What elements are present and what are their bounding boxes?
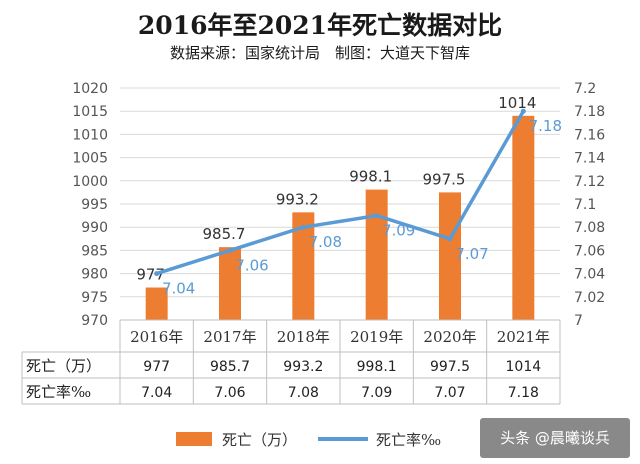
bar-value-label: 977 xyxy=(136,266,165,284)
right-axis-tick: 7.08 xyxy=(574,220,605,236)
bar-value-label: 993.2 xyxy=(276,190,319,208)
line-value-label: 7.18 xyxy=(529,117,562,135)
bar-series: 977 985.7 993.2 998.1 997.5 1014 xyxy=(136,94,536,320)
left-axis-tick: 1015 xyxy=(72,104,108,120)
table-cell: 998.1 xyxy=(357,359,397,375)
watermark: 头条 @晨曦谈兵 xyxy=(480,418,630,458)
line-point xyxy=(520,108,526,114)
bar xyxy=(439,192,461,320)
right-axis-tick: 7.18 xyxy=(574,104,605,120)
category-label: 2021年 xyxy=(497,328,550,346)
data-table: 2016年 2017年 2018年 2019年 2020年 2021年死亡（万） 977 98… xyxy=(21,319,561,405)
category-label: 2016年 xyxy=(130,328,183,346)
left-axis-tick: 980 xyxy=(81,267,108,283)
table-cell: 7.18 xyxy=(508,385,539,401)
line-point xyxy=(447,236,453,242)
line-value-label: 7.09 xyxy=(382,222,415,240)
left-axis-tick: 1000 xyxy=(72,174,108,190)
legend: 死亡（万） 死亡率‰ xyxy=(176,431,441,449)
line-value-label: 7.06 xyxy=(235,256,268,274)
line-series: 7.04 7.06 7.08 7.09 7.07 7.18 xyxy=(154,108,562,298)
table-cell: 985.7 xyxy=(210,359,250,375)
line-value-label: 7.04 xyxy=(162,280,195,298)
table-cell: 7.04 xyxy=(141,385,172,401)
bar xyxy=(145,287,168,320)
legend-line-label: 死亡率‰ xyxy=(376,431,441,449)
right-axis-tick: 7.12 xyxy=(574,174,605,190)
table-row-header: 死亡率‰ xyxy=(26,383,91,401)
line-point xyxy=(300,224,306,230)
line-point xyxy=(227,247,233,253)
line-value-label: 7.08 xyxy=(309,233,342,251)
line-point xyxy=(154,271,160,277)
table-cell: 993.2 xyxy=(283,359,323,375)
right-axis-ticks: 7 7.02 7.04 7.06 7.08 7.1 7.12 7.14 7.16 7.18 7.2 xyxy=(574,81,605,329)
bar-value-label: 998.1 xyxy=(349,168,392,186)
table-row-header: 死亡（万） xyxy=(26,357,101,375)
left-axis-tick: 1020 xyxy=(72,81,108,97)
table-cell: 7.08 xyxy=(288,385,319,401)
left-axis-ticks: 970 975 980 985 990 995 1000 1005 1010 1015 1020 xyxy=(72,81,108,329)
bar xyxy=(365,189,388,320)
left-axis-tick: 985 xyxy=(81,243,108,259)
left-axis-tick: 970 xyxy=(81,313,108,329)
category-label: 2020年 xyxy=(423,328,476,346)
right-axis-tick: 7.1 xyxy=(574,197,596,213)
line-path xyxy=(156,110,525,276)
bar xyxy=(512,115,535,320)
right-axis-tick: 7.2 xyxy=(574,81,596,97)
bar-value-label: 1014 xyxy=(498,94,536,112)
bar xyxy=(292,212,315,320)
table-cell: 977 xyxy=(143,359,170,375)
category-label: 2017年 xyxy=(203,328,256,346)
table-cell: 997.5 xyxy=(430,359,470,375)
left-axis-tick: 1010 xyxy=(72,127,108,143)
line-value-label: 7.07 xyxy=(455,245,488,263)
chart-subtitle: 数据来源：国家统计局 制图：大道天下智库 xyxy=(169,44,470,62)
table-cell: 7.07 xyxy=(434,385,465,401)
table-cell: 7.06 xyxy=(214,385,245,401)
right-axis-tick: 7.04 xyxy=(574,267,605,283)
right-axis-tick: 7.16 xyxy=(574,127,605,143)
bar-value-label: 997.5 xyxy=(423,170,466,188)
category-label: 2019年 xyxy=(350,328,403,346)
legend-bar-label: 死亡（万） xyxy=(222,431,297,449)
table-cell: 1014 xyxy=(506,359,542,375)
chart-title: 2016年至2021年死亡数据对比 xyxy=(137,11,503,40)
legend-bar-swatch xyxy=(176,432,212,446)
right-axis-tick: 7.14 xyxy=(574,151,605,167)
category-label: 2018年 xyxy=(277,328,330,346)
bar-value-label: 985.7 xyxy=(203,225,246,243)
right-axis-tick: 7.02 xyxy=(574,290,605,306)
right-axis-tick: 7.06 xyxy=(574,243,605,259)
bar xyxy=(219,247,241,320)
left-axis-tick: 975 xyxy=(81,290,108,306)
left-axis-tick: 1005 xyxy=(72,151,108,167)
left-axis-tick: 995 xyxy=(81,197,108,213)
line-point xyxy=(374,213,380,219)
left-axis-tick: 990 xyxy=(81,220,108,236)
table-cell: 7.09 xyxy=(361,385,392,401)
right-axis-tick: 7 xyxy=(574,313,583,329)
